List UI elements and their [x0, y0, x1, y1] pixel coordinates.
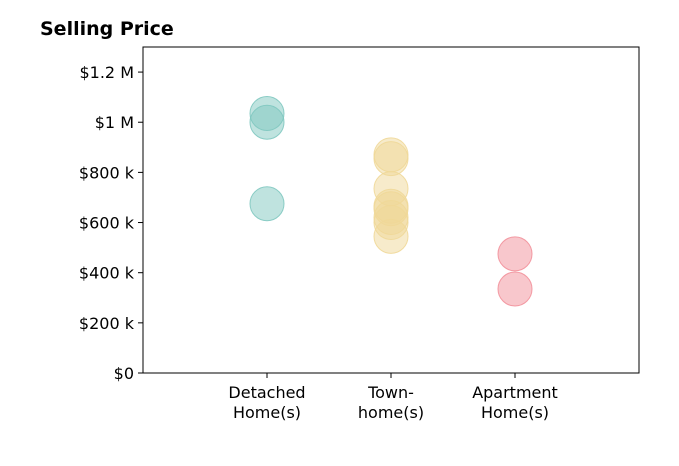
y-tick-label: $0: [114, 364, 134, 383]
x-tick-label-line: Detached: [228, 383, 305, 402]
y-axis: $0 $200 k $400 k $600 k $800 k $1 M $1.2 M: [79, 63, 143, 383]
y-tick-label: $200 k: [79, 314, 135, 333]
data-points: [249, 95, 533, 307]
chart-title: Selling Price: [40, 18, 174, 40]
data-point: [497, 271, 533, 307]
y-tick-label: $600 k: [79, 214, 135, 233]
y-tick-label: $1 M: [95, 113, 134, 132]
y-tick-label: $400 k: [79, 264, 135, 283]
data-point: [373, 218, 409, 254]
x-tick-label-line: Town-: [367, 383, 414, 402]
data-point: [497, 236, 533, 272]
y-tick-label: $1.2 M: [79, 63, 134, 82]
data-point: [249, 186, 285, 222]
x-tick-label: Detached Home(s): [228, 383, 305, 422]
data-point: [249, 104, 285, 140]
x-tick-label-line: Apartment: [472, 383, 558, 402]
x-tick-label: Apartment Home(s): [472, 383, 558, 422]
x-tick-label: Town-home(s): [358, 383, 424, 422]
x-axis: Detached Home(s)Town-home(s)Apartment Home…: [228, 373, 558, 422]
x-tick-label-line: Home(s): [233, 403, 301, 422]
data-point: [373, 141, 409, 177]
x-tick-label-line: home(s): [358, 403, 424, 422]
x-tick-label-line: Home(s): [481, 403, 549, 422]
y-tick-label: $800 k: [79, 163, 135, 182]
